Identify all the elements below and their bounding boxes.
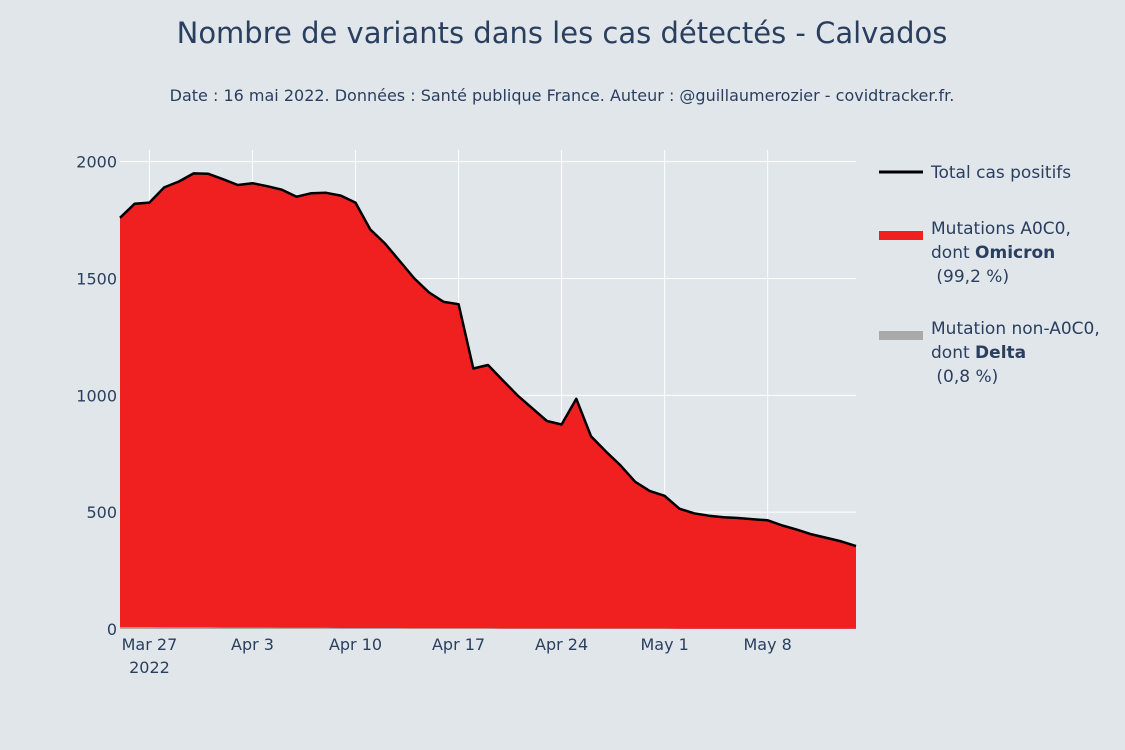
legend-label: (0,8 %) [931,367,998,387]
legend-label-part: Mutations A0C0, [931,219,1071,239]
x-tick-label: Apr 3 [231,635,274,654]
legend-label: Mutation non-A0C0, [931,319,1100,339]
legend-label-part: (99,2 %) [931,267,1009,287]
legend-label: dont Omicron [931,243,1055,263]
y-tick-label: 2000 [76,153,117,172]
x-tick-label: Apr 17 [432,635,485,654]
legend-label-part: Mutation non-A0C0, [931,319,1100,339]
x-tick-sublabel: 2022 [129,658,170,677]
y-tick-label: 1500 [76,270,117,289]
legend-label: (99,2 %) [931,267,1009,287]
x-tick-label: May 1 [640,635,688,654]
legend-entry: Total cas positifs [879,163,1071,183]
legend-label-part: dont [931,343,975,363]
x-tick-label: Mar 27 [122,635,178,654]
chart-title: Nombre de variants dans les cas détectés… [177,16,948,50]
legend-swatch [879,231,923,240]
legend-label: Mutations A0C0, [931,219,1071,239]
legend-label-bold: Delta [975,343,1026,363]
legend-label-bold: Omicron [975,243,1055,263]
y-tick-label: 500 [86,503,117,522]
legend-label: dont Delta [931,343,1026,363]
legend-label-part: Total cas positifs [930,163,1071,183]
line-total-cas-positifs [119,172,857,548]
legend-label-part: (0,8 %) [931,367,998,387]
area-omicron [120,173,856,629]
legend-label: Total cas positifs [930,163,1071,183]
area-delta [120,627,856,629]
legend-entry: Mutations A0C0, dont Omicron (99,2 %) [879,219,1071,287]
y-tick-label: 0 [107,620,117,639]
x-axis: Mar 27 2022 Apr 3 Apr 10 Apr 17 Apr 24 May 1 Ma… [122,635,792,677]
x-tick-label: May 8 [744,635,792,654]
y-axis: 0 500 1000 1500 2000 [76,153,117,639]
legend: Total cas positifs Mutations A0C0, dont Om… [879,163,1100,387]
x-tick-label: Apr 10 [329,635,382,654]
chart-subtitle: Date : 16 mai 2022. Données : Santé publ… [170,86,955,105]
legend-swatch [879,331,923,340]
plot-area [119,172,857,629]
legend-label-part: dont [931,243,975,263]
legend-entry: Mutation non-A0C0, dont Delta (0,8 %) [879,319,1100,387]
y-tick-label: 1000 [76,386,117,405]
x-tick-label: Apr 24 [535,635,588,654]
